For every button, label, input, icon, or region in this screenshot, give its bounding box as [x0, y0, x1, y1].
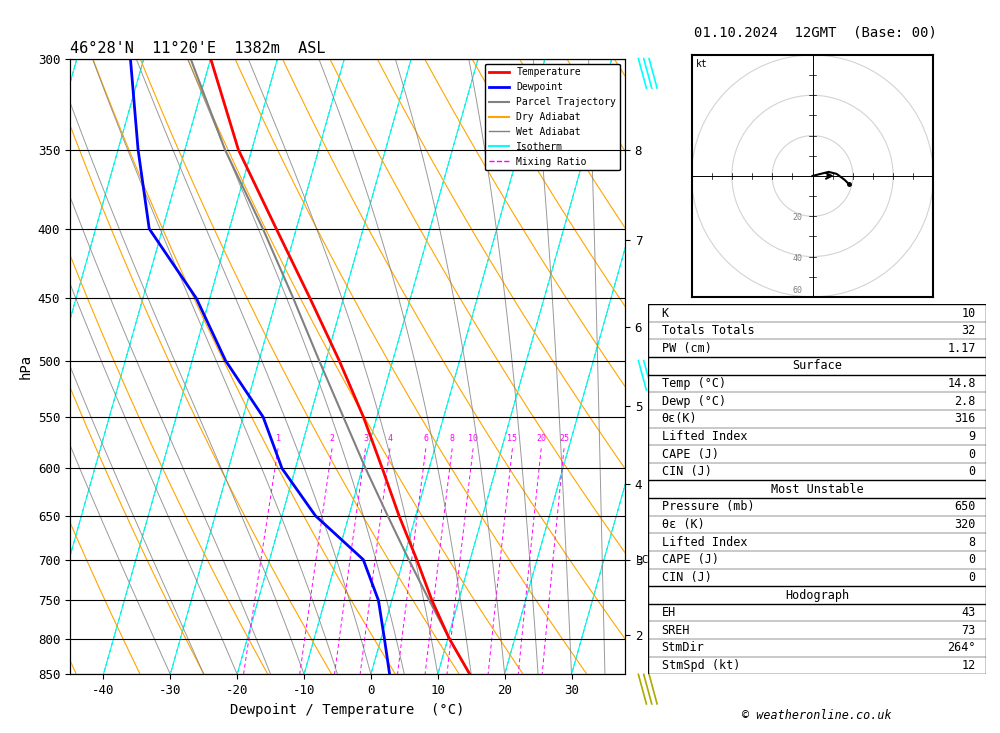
- Text: 0: 0: [969, 465, 976, 478]
- Text: Surface: Surface: [792, 359, 842, 372]
- Text: 43: 43: [962, 606, 976, 619]
- Text: θε (K): θε (K): [662, 518, 704, 531]
- Text: 2.8: 2.8: [954, 394, 976, 408]
- Text: CAPE (J): CAPE (J): [662, 448, 719, 460]
- Text: LCL: LCL: [636, 555, 656, 564]
- Text: CIN (J): CIN (J): [662, 571, 711, 584]
- Text: 0: 0: [969, 571, 976, 584]
- Text: Lifted Index: Lifted Index: [662, 536, 747, 549]
- Text: Dewp (°C): Dewp (°C): [662, 394, 726, 408]
- Text: Hodograph: Hodograph: [785, 589, 849, 602]
- Y-axis label: hPa: hPa: [18, 354, 32, 379]
- Text: 650: 650: [954, 501, 976, 513]
- Text: 3: 3: [363, 434, 368, 443]
- Text: 32: 32: [962, 324, 976, 337]
- Text: 1.17: 1.17: [947, 342, 976, 355]
- Text: 10: 10: [468, 434, 478, 443]
- Text: 2: 2: [330, 434, 335, 443]
- Text: SREH: SREH: [662, 624, 690, 637]
- Text: Totals Totals: Totals Totals: [662, 324, 754, 337]
- Text: 60: 60: [792, 286, 802, 295]
- Text: kt: kt: [696, 59, 707, 69]
- Text: 4: 4: [387, 434, 392, 443]
- Text: 0: 0: [969, 448, 976, 460]
- Text: Most Unstable: Most Unstable: [771, 483, 863, 496]
- Text: EH: EH: [662, 606, 676, 619]
- Text: 73: 73: [962, 624, 976, 637]
- Text: PW (cm): PW (cm): [662, 342, 711, 355]
- Text: Temp (°C): Temp (°C): [662, 377, 726, 390]
- Text: © weatheronline.co.uk: © weatheronline.co.uk: [742, 709, 892, 722]
- Text: 12: 12: [962, 659, 976, 672]
- Text: StmSpd (kt): StmSpd (kt): [662, 659, 740, 672]
- Text: 40: 40: [792, 254, 802, 262]
- Text: 1: 1: [276, 434, 281, 443]
- X-axis label: Dewpoint / Temperature  (°C): Dewpoint / Temperature (°C): [230, 703, 465, 717]
- Text: 10: 10: [962, 306, 976, 320]
- Legend: Temperature, Dewpoint, Parcel Trajectory, Dry Adiabat, Wet Adiabat, Isotherm, Mi: Temperature, Dewpoint, Parcel Trajectory…: [485, 64, 620, 171]
- Text: CAPE (J): CAPE (J): [662, 553, 719, 567]
- FancyBboxPatch shape: [648, 304, 986, 674]
- Text: 20: 20: [536, 434, 546, 443]
- Text: K: K: [662, 306, 669, 320]
- Text: θε(K): θε(K): [662, 412, 697, 425]
- Text: 25: 25: [559, 434, 569, 443]
- Text: 01.10.2024  12GMT  (Base: 00): 01.10.2024 12GMT (Base: 00): [694, 26, 936, 40]
- Text: 46°28'N  11°20'E  1382m  ASL: 46°28'N 11°20'E 1382m ASL: [70, 41, 326, 56]
- Text: 6: 6: [423, 434, 428, 443]
- Text: 264°: 264°: [947, 641, 976, 655]
- Text: 0: 0: [969, 553, 976, 567]
- Text: CIN (J): CIN (J): [662, 465, 711, 478]
- Text: 14.8: 14.8: [947, 377, 976, 390]
- Text: 8: 8: [450, 434, 455, 443]
- Text: StmDir: StmDir: [662, 641, 704, 655]
- Text: 8: 8: [969, 536, 976, 549]
- Text: 316: 316: [954, 412, 976, 425]
- Text: 9: 9: [969, 430, 976, 443]
- Text: 320: 320: [954, 518, 976, 531]
- Text: Pressure (mb): Pressure (mb): [662, 501, 754, 513]
- Y-axis label: km
ASL: km ASL: [648, 356, 676, 377]
- Text: 20: 20: [792, 213, 802, 222]
- Text: Lifted Index: Lifted Index: [662, 430, 747, 443]
- Text: 15: 15: [507, 434, 517, 443]
